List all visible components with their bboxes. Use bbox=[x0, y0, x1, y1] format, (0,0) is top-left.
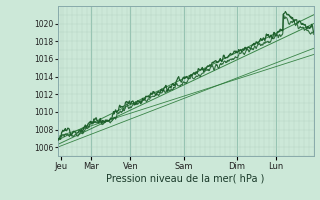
X-axis label: Pression niveau de la mer( hPa ): Pression niveau de la mer( hPa ) bbox=[107, 173, 265, 183]
